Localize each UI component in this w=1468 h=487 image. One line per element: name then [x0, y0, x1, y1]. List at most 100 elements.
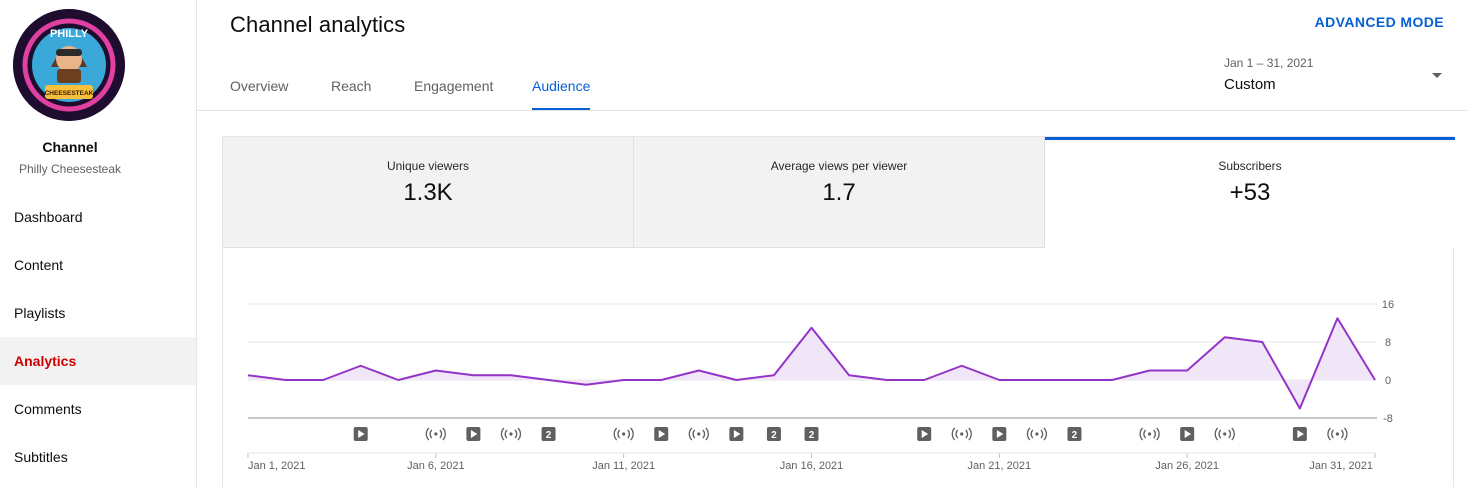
- marker-count-label: 2: [809, 430, 815, 441]
- live-marker-icon: [697, 432, 701, 436]
- series-line: [247, 317, 1376, 410]
- live-wave-icon: [613, 427, 618, 441]
- tab-reach[interactable]: Reach: [331, 78, 372, 94]
- metric-subscribers[interactable]: Subscribers +53: [1045, 137, 1455, 248]
- channel-avatar[interactable]: PHILLY CHEESESTEAK: [13, 9, 125, 121]
- advanced-mode-button[interactable]: ADVANCED MODE: [1314, 14, 1444, 30]
- live-wave-icon: [429, 429, 433, 439]
- live-marker-icon: [622, 432, 626, 436]
- live-wave-icon: [1228, 429, 1232, 439]
- marker-count-label: 2: [546, 430, 552, 441]
- count-marker-icon: [804, 427, 819, 441]
- live-wave-icon: [705, 427, 709, 441]
- live-wave-icon: [1343, 427, 1348, 441]
- x-tick-label: Jan 16, 2021: [780, 460, 844, 472]
- live-wave-icon: [951, 427, 956, 441]
- metric-unique-viewers[interactable]: Unique viewers 1.3K: [223, 137, 634, 248]
- live-wave-icon: [627, 429, 630, 439]
- live-wave-icon: [1331, 429, 1334, 439]
- tab-engagement[interactable]: Engagement: [414, 78, 494, 94]
- x-tick-label: Jan 21, 2021: [968, 460, 1032, 472]
- metric-value: +53: [1229, 179, 1271, 206]
- subscribers-chart[interactable]: 16 8 0 -8 Jan 1, 2021 Jan 6, 2021 Jan 11, 2021…: [223, 137, 1455, 487]
- play-icon: [1184, 430, 1192, 438]
- sidebar-item-analytics[interactable]: Analytics: [0, 337, 196, 385]
- live-wave-icon: [500, 427, 505, 441]
- sidebar-item-dashboard[interactable]: Dashboard: [0, 193, 196, 241]
- sidebar-item-comments[interactable]: Comments: [0, 385, 196, 433]
- play-icon: [921, 430, 929, 438]
- live-wave-icon: [1231, 427, 1235, 441]
- avatar-bottom-text: CHEESESTEAK: [45, 90, 94, 97]
- sidebar-item-label: Content: [14, 257, 64, 273]
- live-wave-icon: [1340, 429, 1344, 439]
- live-wave-icon: [514, 429, 518, 439]
- tabs-divider: [197, 110, 1468, 111]
- live-marker-icon: [1223, 432, 1227, 436]
- live-wave-icon: [1156, 427, 1160, 441]
- x-tick-label: Jan 26, 2021: [1155, 460, 1219, 472]
- play-icon: [658, 430, 666, 438]
- sidebar-item-label: Comments: [14, 401, 82, 417]
- count-marker-icon: [766, 427, 781, 441]
- live-wave-icon: [504, 429, 508, 439]
- live-wave-icon: [955, 429, 959, 439]
- live-wave-icon: [442, 427, 446, 441]
- x-tick-label: Jan 6, 2021: [407, 460, 465, 472]
- date-range-text: Jan 1 – 31, 2021: [1224, 56, 1314, 70]
- live-wave-icon: [517, 427, 522, 441]
- tab-audience[interactable]: Audience: [532, 78, 591, 111]
- analytics-card: Unique viewers 1.3K Average views per vi…: [222, 136, 1455, 487]
- live-wave-icon: [702, 429, 706, 439]
- sidebar-item-content[interactable]: Content: [0, 241, 196, 289]
- tab-overview[interactable]: Overview: [230, 78, 289, 94]
- live-wave-icon: [439, 429, 443, 439]
- play-icon: [470, 430, 478, 438]
- live-wave-icon: [1218, 429, 1222, 439]
- channel-label: Channel: [42, 139, 98, 155]
- metric-label: Average views per viewer: [770, 159, 908, 173]
- avatar-top-text: PHILLY: [50, 28, 89, 40]
- page-title: Channel analytics: [230, 12, 406, 37]
- y-tick-label: 8: [1385, 337, 1391, 349]
- live-wave-icon: [1030, 429, 1034, 439]
- live-wave-icon: [1143, 429, 1147, 439]
- metric-value: 1.7: [822, 179, 856, 206]
- metric-label: Subscribers: [1218, 159, 1282, 173]
- marker-count-label: 2: [771, 430, 777, 441]
- live-marker-icon: [1035, 432, 1039, 436]
- live-wave-icon: [1043, 427, 1048, 441]
- x-tick-label: Jan 31, 2021: [1309, 460, 1373, 472]
- live-marker-icon: [1148, 432, 1152, 436]
- x-tick-label: Jan 11, 2021: [592, 460, 655, 472]
- sidebar-item-subtitles[interactable]: Subtitles: [0, 433, 196, 481]
- live-wave-icon: [617, 429, 621, 439]
- date-range-picker[interactable]: Jan 1 – 31, 2021 Custom: [1224, 56, 1448, 100]
- live-wave-icon: [965, 429, 969, 439]
- sidebar-item-label: Dashboard: [14, 209, 83, 225]
- metric-average-views-per-viewer[interactable]: Average views per viewer 1.7: [634, 137, 1045, 248]
- sidebar-item-playlists[interactable]: Playlists: [0, 289, 196, 337]
- play-icon: [1297, 430, 1304, 438]
- channel-name: Philly Cheesesteak: [18, 162, 122, 176]
- count-marker-icon: [1067, 427, 1082, 441]
- live-wave-icon: [1214, 427, 1219, 441]
- y-tick-label: 16: [1382, 299, 1394, 311]
- play-icon: [733, 430, 741, 438]
- live-wave-icon: [692, 429, 696, 439]
- sidebar-item-label: Analytics: [14, 353, 77, 369]
- play-icon: [996, 430, 1004, 438]
- live-wave-icon: [1153, 429, 1156, 439]
- date-preset-text: Custom: [1224, 76, 1276, 93]
- avatar-logo-icon: PHILLY CHEESESTEAK: [13, 9, 125, 121]
- live-wave-icon: [968, 427, 972, 441]
- play-icon: [358, 430, 365, 438]
- live-wave-icon: [1139, 427, 1144, 441]
- live-wave-icon: [425, 427, 430, 441]
- y-tick-label: 0: [1385, 375, 1391, 387]
- metric-value: 1.3K: [403, 179, 453, 206]
- series-area: [248, 318, 1375, 409]
- live-marker-icon: [960, 432, 964, 436]
- live-wave-icon: [630, 427, 634, 441]
- live-marker-icon: [509, 432, 513, 436]
